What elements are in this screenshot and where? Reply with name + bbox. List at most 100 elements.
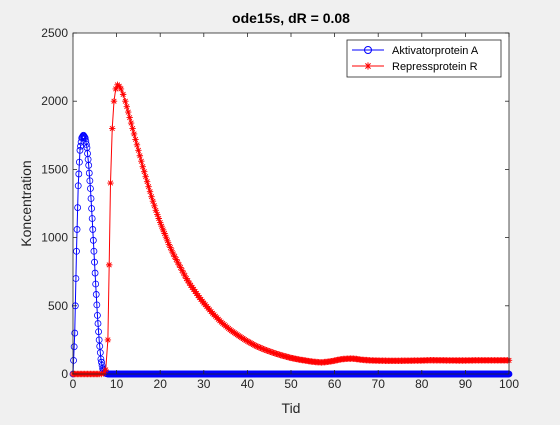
data-point (143, 178, 151, 185)
data-point (251, 342, 258, 349)
data-point (162, 233, 170, 241)
data-point (80, 132, 88, 140)
data-point (74, 182, 82, 190)
data-point (82, 137, 90, 145)
x-tick-label: 50 (284, 377, 298, 391)
legend-star (364, 62, 372, 70)
legend-label-aktivator: Aktivatorprotein A (392, 45, 479, 57)
x-tick-label: 10 (110, 377, 124, 391)
data-point (164, 237, 171, 244)
data-point (75, 170, 83, 178)
y-axis-label: Koncentration (18, 160, 34, 246)
data-point (105, 261, 113, 269)
data-point (167, 244, 174, 251)
data-point (248, 340, 255, 347)
data-point (168, 247, 176, 254)
data-point (78, 133, 86, 141)
x-axis-ticks: 0 10 20 30 40 50 60 70 80 90 100 (70, 33, 519, 391)
data-point (136, 152, 144, 159)
data-point (96, 342, 104, 350)
data-point (126, 114, 133, 121)
data-point (261, 346, 269, 353)
x-tick-label: 40 (241, 377, 255, 391)
data-point (92, 291, 100, 298)
data-point (158, 223, 165, 230)
data-point (71, 302, 79, 310)
data-point (161, 230, 168, 237)
data-point (122, 98, 129, 105)
data-point (149, 198, 157, 205)
data-point (82, 140, 90, 148)
data-point (257, 344, 264, 352)
data-point (267, 348, 274, 356)
data-point (70, 356, 77, 364)
data-point (74, 204, 82, 211)
data-point (95, 336, 103, 344)
y-axis-ticks: 0 500 1000 1500 2000 2500 (41, 26, 509, 381)
data-point (159, 226, 167, 234)
y-tick-label: 500 (48, 299, 68, 313)
data-point (89, 236, 97, 244)
data-point (86, 177, 94, 185)
data-point (71, 329, 79, 337)
data-point (148, 193, 155, 200)
data-point (88, 215, 96, 222)
data-point (91, 258, 98, 266)
data-point (135, 147, 142, 154)
data-point (73, 226, 81, 233)
data-point (258, 345, 266, 352)
data-point (151, 202, 158, 209)
x-tick-label: 30 (197, 377, 211, 391)
data-point (112, 85, 119, 93)
data-point (85, 169, 93, 177)
data-point (117, 85, 125, 93)
data-point (119, 91, 127, 98)
x-tick-label: 0 (70, 377, 77, 391)
data-point (174, 258, 181, 266)
data-point (138, 158, 145, 165)
data-point (87, 185, 94, 192)
data-point (127, 119, 135, 127)
legend-marker-aktivator (364, 46, 372, 54)
data-point (170, 250, 177, 258)
x-axis-label: Tid (282, 400, 301, 416)
data-point (70, 343, 78, 351)
data-point (97, 355, 105, 363)
data-point (85, 161, 93, 169)
data-point (273, 350, 280, 357)
data-point (157, 219, 164, 226)
legend-marker-repressor (364, 62, 372, 70)
data-point (276, 351, 283, 358)
data-point (277, 351, 285, 359)
data-point (175, 261, 183, 269)
data-point (145, 183, 152, 190)
chart-title: ode15s, dR = 0.08 (232, 10, 350, 26)
x-tick-label: 70 (372, 377, 386, 391)
data-point (142, 173, 149, 180)
data-point (172, 256, 180, 263)
data-point (245, 338, 253, 346)
data-point (94, 311, 101, 319)
data-point (91, 269, 99, 277)
data-point (263, 347, 270, 354)
data-point (180, 269, 187, 277)
data-point (244, 338, 251, 345)
data-point (133, 141, 141, 149)
data-point (177, 264, 184, 271)
data-point (116, 82, 123, 90)
y-tick-label: 0 (61, 367, 68, 381)
data-point (141, 168, 148, 175)
data-point (152, 207, 160, 214)
x-tick-label: 80 (415, 377, 429, 391)
data-point (254, 343, 261, 350)
data-point (139, 163, 146, 170)
data-point (186, 279, 193, 287)
data-point (155, 215, 162, 222)
x-tick-label: 100 (499, 377, 519, 391)
data-point (146, 188, 154, 195)
data-point (89, 226, 97, 233)
data-point (87, 195, 95, 202)
data-point (271, 350, 279, 357)
